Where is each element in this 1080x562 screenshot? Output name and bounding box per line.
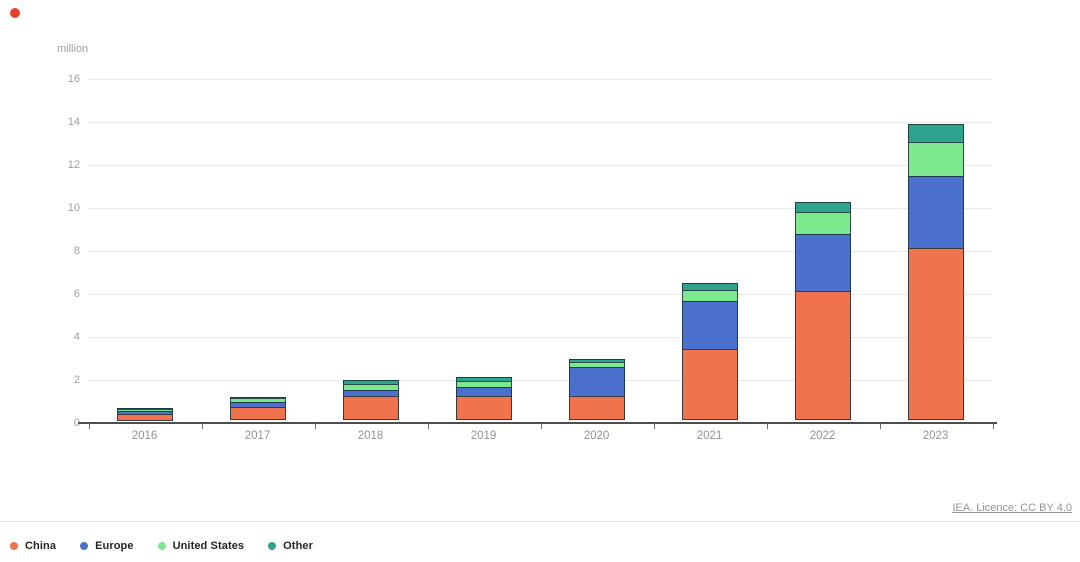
y-tick-label-8: 8 bbox=[73, 245, 80, 257]
bar-2021 bbox=[681, 283, 738, 423]
bar-2016 bbox=[116, 407, 173, 423]
x-axis-tick bbox=[89, 423, 90, 429]
bar-segment-china-2016[interactable] bbox=[116, 414, 173, 421]
x-tick-label-2021: 2021 bbox=[696, 430, 723, 442]
x-axis-tick bbox=[993, 423, 994, 429]
legend-label-united-states: United States bbox=[172, 540, 245, 552]
bar-segment-china-2023[interactable] bbox=[907, 247, 964, 420]
y-axis-unit-label: million bbox=[57, 43, 89, 55]
legend-item-other[interactable]: Other bbox=[268, 540, 313, 552]
y-tick-label-12: 12 bbox=[67, 159, 80, 171]
attribution-link[interactable]: IEA. Licence: CC BY 4.0 bbox=[952, 502, 1072, 514]
x-axis-tick bbox=[541, 423, 542, 429]
x-tick-label-2020: 2020 bbox=[583, 430, 610, 442]
legend-dot-china-icon bbox=[10, 542, 18, 550]
x-axis-tick bbox=[767, 423, 768, 429]
gridline-y6 bbox=[88, 294, 992, 295]
legend-dot-other-icon bbox=[268, 542, 277, 550]
legend-item-europe[interactable]: Europe bbox=[80, 540, 134, 552]
chart-legend: China Europe United States Other bbox=[10, 540, 337, 552]
bar-segment-united-states-2023[interactable] bbox=[907, 142, 964, 177]
bar-2023 bbox=[907, 124, 964, 423]
gridline-y0 bbox=[78, 422, 997, 424]
x-tick-label-2019: 2019 bbox=[470, 430, 497, 442]
bar-2019 bbox=[455, 376, 512, 423]
footer-divider bbox=[0, 521, 1080, 522]
x-tick-label-2018: 2018 bbox=[357, 430, 384, 442]
legend-label-europe: Europe bbox=[95, 540, 134, 552]
bar-segment-united-states-2022[interactable] bbox=[794, 212, 851, 235]
bar-segment-other-2023[interactable] bbox=[907, 124, 964, 144]
bar-segment-china-2020[interactable] bbox=[568, 396, 625, 420]
bar-segment-china-2022[interactable] bbox=[794, 290, 851, 420]
bar-segment-europe-2021[interactable] bbox=[681, 300, 738, 351]
legend-label-china: China bbox=[25, 540, 57, 552]
bar-segment-china-2018[interactable] bbox=[342, 396, 399, 420]
gridline-y12 bbox=[88, 165, 992, 166]
legend-item-united-states[interactable]: United States bbox=[157, 540, 245, 552]
x-tick-label-2023: 2023 bbox=[922, 430, 949, 442]
legend-item-china[interactable]: China bbox=[10, 540, 56, 552]
gridline-y8 bbox=[88, 251, 992, 252]
x-tick-label-2016: 2016 bbox=[131, 430, 158, 442]
y-tick-label-10: 10 bbox=[67, 202, 80, 214]
gridline-y2 bbox=[88, 380, 992, 381]
gridline-y4 bbox=[88, 337, 992, 338]
bar-2022 bbox=[794, 201, 851, 423]
x-axis-tick bbox=[428, 423, 429, 429]
gridline-y16 bbox=[88, 79, 992, 80]
y-tick-label-6: 6 bbox=[73, 288, 80, 300]
bar-2018 bbox=[342, 380, 399, 423]
gridline-y14 bbox=[88, 122, 992, 123]
x-axis-tick bbox=[654, 423, 655, 429]
bar-segment-europe-2022[interactable] bbox=[794, 233, 851, 292]
x-axis-tick bbox=[315, 423, 316, 429]
legend-dot-united-states-icon bbox=[157, 542, 166, 550]
gridline-y10 bbox=[88, 208, 992, 209]
y-tick-label-14: 14 bbox=[67, 116, 80, 128]
bar-segment-europe-2023[interactable] bbox=[907, 175, 964, 249]
y-tick-label-2: 2 bbox=[73, 374, 80, 386]
x-axis-tick bbox=[202, 423, 203, 429]
bar-segment-china-2019[interactable] bbox=[455, 396, 512, 420]
y-tick-label-0: 0 bbox=[73, 417, 80, 429]
y-tick-label-4: 4 bbox=[73, 331, 80, 343]
bar-2017 bbox=[229, 397, 286, 423]
legend-label-other: Other bbox=[283, 540, 313, 552]
bar-segment-china-2017[interactable] bbox=[229, 407, 286, 420]
x-axis-tick bbox=[880, 423, 881, 429]
y-tick-label-16: 16 bbox=[67, 73, 80, 85]
x-tick-label-2017: 2017 bbox=[244, 430, 271, 442]
brand-dot-icon bbox=[10, 8, 20, 18]
bar-segment-europe-2020[interactable] bbox=[568, 367, 625, 398]
bar-segment-china-2021[interactable] bbox=[681, 349, 738, 420]
legend-dot-europe-icon bbox=[80, 542, 89, 550]
bar-2020 bbox=[568, 358, 625, 424]
x-tick-label-2022: 2022 bbox=[809, 430, 836, 442]
